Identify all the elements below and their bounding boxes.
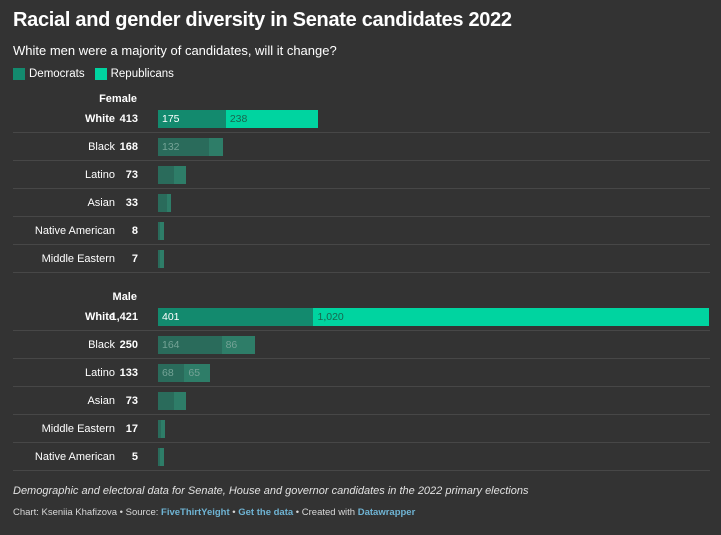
row-label: White [85, 113, 115, 125]
bar-republicans [159, 250, 164, 268]
bar-row: White 1,421 401 1,020 [13, 303, 710, 331]
bar-row: Middle Eastern 17 [13, 415, 710, 443]
bar-republicans [166, 194, 171, 212]
group-label-female: Female [99, 93, 137, 105]
row-total: 73 [125, 169, 138, 181]
row-total: 5 [131, 451, 138, 463]
datawrapper-link[interactable]: Datawrapper [357, 507, 416, 518]
row-divider [13, 386, 710, 387]
row-divider [13, 244, 710, 245]
row-total: 73 [125, 395, 138, 407]
row-label: Middle Eastern [41, 253, 115, 265]
row-divider [13, 414, 710, 415]
row-divider [13, 132, 710, 133]
row-divider [13, 442, 710, 443]
bar-row: Black 168 132 [13, 133, 710, 161]
row-divider [13, 272, 710, 273]
bar-democrats [158, 166, 174, 184]
row-label: Native American [34, 225, 115, 237]
bar-row: Black 250 164 86 [13, 331, 710, 359]
bar-republicans [160, 222, 165, 240]
created-prefix: • Created with [293, 507, 358, 518]
bar-row: Latino 73 [13, 161, 710, 189]
chart-subtitle: White men were a majority of candidates,… [13, 43, 337, 58]
bar-republicans [161, 420, 166, 438]
bar-republicans: 86 [221, 336, 255, 354]
legend-label-republicans: Republicans [110, 68, 174, 80]
credits: Chart: Kseniia Khafizova • Source: FiveT… [13, 507, 415, 518]
bar-democrats [158, 392, 175, 410]
bar-row: Middle Eastern 7 [13, 245, 710, 273]
row-total: 250 [119, 339, 138, 351]
row-total: 168 [119, 141, 138, 153]
row-label: Latino [85, 169, 115, 181]
group-label-male: Male [112, 291, 137, 303]
bar-republicans: 65 [184, 364, 210, 382]
row-total: 17 [125, 423, 138, 435]
row-label: Asian [87, 197, 115, 209]
row-divider [13, 216, 710, 217]
bar-republicans [174, 392, 187, 410]
bar-democrats: 68 [158, 364, 185, 382]
get-data-link[interactable]: Get the data [238, 507, 294, 518]
chart-title: Racial and gender diversity in Senate ca… [13, 9, 512, 31]
row-divider [13, 160, 710, 161]
row-total: 33 [125, 197, 138, 209]
row-label: Native American [34, 451, 115, 463]
row-divider [13, 358, 710, 359]
bar-row: Native American 5 [13, 443, 710, 471]
chart-legend: Democrats Republicans [13, 68, 184, 80]
bar-row: Asian 33 [13, 189, 710, 217]
bar-republicans: 1,020 [313, 308, 709, 326]
row-label: White [85, 311, 115, 323]
row-label: Black [88, 339, 115, 351]
row-total: 1,421 [110, 311, 138, 323]
credit-sep: • [229, 507, 239, 518]
bar-democrats: 175 [158, 110, 226, 128]
legend-swatch-republicans [94, 68, 107, 80]
legend-item-democrats: Democrats [13, 68, 85, 80]
source-link[interactable]: FiveThirtYeight [161, 507, 230, 518]
bar-democrats: 401 [158, 308, 314, 326]
row-total: 8 [131, 225, 138, 237]
bar-democrats: 164 [158, 336, 222, 354]
row-divider [13, 330, 710, 331]
row-total: 133 [119, 367, 138, 379]
row-total: 7 [131, 253, 138, 265]
bar-democrats [158, 222, 162, 240]
bar-democrats [158, 420, 162, 438]
row-divider [13, 470, 710, 471]
bar-republicans [159, 448, 164, 466]
row-total: 413 [119, 113, 138, 125]
bar-row: Asian 73 [13, 387, 710, 415]
bar-row: Native American 8 [13, 217, 710, 245]
row-divider [13, 188, 710, 189]
credit-prefix: Chart: Kseniia Khafizova • Source: [13, 507, 162, 518]
row-label: Middle Eastern [41, 423, 115, 435]
row-label: Latino [85, 367, 115, 379]
legend-item-republicans: Republicans [94, 68, 174, 80]
row-label: Black [88, 141, 115, 153]
bar-republicans [209, 138, 224, 156]
bar-row: Latino 133 68 65 [13, 359, 710, 387]
bar-row: White 413 175 238 [13, 105, 710, 133]
legend-swatch-democrats [13, 68, 25, 80]
footer-note: Demographic and electoral data for Senat… [13, 485, 529, 497]
bar-republicans: 238 [225, 110, 319, 128]
legend-label-democrats: Democrats [29, 68, 85, 80]
bar-democrats: 132 [158, 138, 210, 156]
row-label: Asian [87, 395, 115, 407]
bar-republicans [173, 166, 187, 184]
bar-democrats [158, 194, 167, 212]
